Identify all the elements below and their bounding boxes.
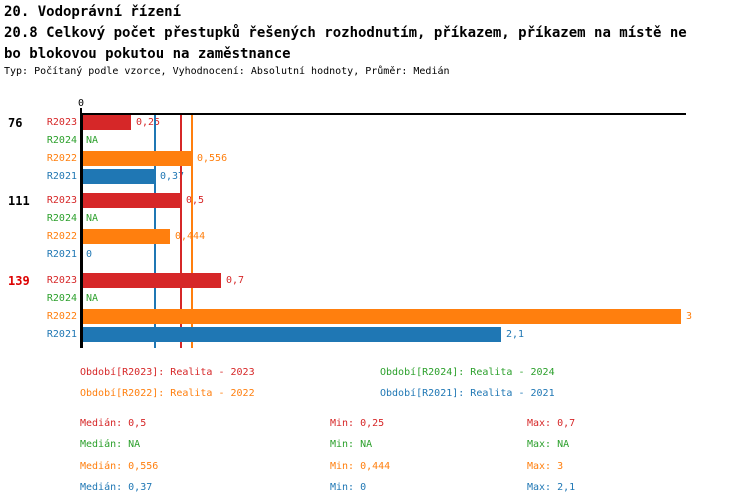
chart-meta: Typ: Počítaný podle vzorce, Vyhodnocení:… bbox=[4, 66, 450, 77]
bar-r2021 bbox=[83, 327, 501, 342]
y-axis-line bbox=[80, 113, 83, 348]
series-label-r2024: R2024 bbox=[46, 213, 77, 224]
bar-r2023 bbox=[83, 273, 221, 288]
bar-value-label: 0,37 bbox=[160, 171, 185, 182]
legend-item-r2024: Období[R2024]: Realita - 2024 bbox=[380, 367, 555, 378]
legend-item-r2022: Období[R2022]: Realita - 2022 bbox=[80, 388, 255, 399]
series-label-r2022: R2022 bbox=[46, 153, 77, 164]
series-label-r2021: R2021 bbox=[46, 171, 77, 182]
bar-value-label: 0,7 bbox=[226, 275, 245, 286]
group-label-111: 111 bbox=[8, 194, 30, 208]
series-label-r2024: R2024 bbox=[46, 293, 77, 304]
series-label-r2022: R2022 bbox=[46, 311, 77, 322]
bar-value-label: NA bbox=[86, 293, 99, 304]
bar-value-label: NA bbox=[86, 135, 99, 146]
chart-title-line1: 20.8 Celkový počet přestupků řešených ro… bbox=[4, 25, 687, 41]
median-line-r2023 bbox=[180, 114, 182, 348]
stat-max-r2024: Max: NA bbox=[527, 439, 570, 450]
series-label-r2024: R2024 bbox=[46, 135, 77, 146]
x-axis-line bbox=[80, 113, 686, 115]
bar-value-label: 2,1 bbox=[506, 329, 525, 340]
chart-title-line2: bo blokovou pokutou na zaměstnance bbox=[4, 46, 291, 62]
x-axis-tick-mark bbox=[80, 108, 82, 113]
group-label-76: 76 bbox=[8, 116, 23, 130]
series-label-r2022: R2022 bbox=[46, 231, 77, 242]
legend-item-r2021: Období[R2021]: Realita - 2021 bbox=[380, 388, 555, 399]
stat-min-r2022: Min: 0,444 bbox=[330, 461, 391, 472]
stat-max-r2021: Max: 2,1 bbox=[527, 482, 576, 493]
bar-r2022 bbox=[83, 151, 192, 166]
stat-median-r2023: Medián: 0,5 bbox=[80, 418, 147, 429]
series-label-r2023: R2023 bbox=[46, 117, 77, 128]
stat-min-r2024: Min: NA bbox=[330, 439, 373, 450]
stat-min-r2023: Min: 0,25 bbox=[330, 418, 385, 429]
x-axis-zero-tick-label: 0 bbox=[77, 98, 85, 109]
stat-max-r2023: Max: 0,7 bbox=[527, 418, 576, 429]
bar-r2022 bbox=[83, 229, 170, 244]
series-label-r2021: R2021 bbox=[46, 249, 77, 260]
series-label-r2023: R2023 bbox=[46, 275, 77, 286]
legend-item-r2023: Období[R2023]: Realita - 2023 bbox=[80, 367, 255, 378]
bar-value-label: NA bbox=[86, 213, 99, 224]
bar-value-label: 3 bbox=[686, 311, 693, 322]
bar-value-label: 0,5 bbox=[186, 195, 205, 206]
bar-r2023 bbox=[83, 193, 181, 208]
stat-median-r2024: Medián: NA bbox=[80, 439, 141, 450]
series-label-r2023: R2023 bbox=[46, 195, 77, 206]
bar-value-label: 0,444 bbox=[175, 231, 206, 242]
median-line-r2022 bbox=[191, 114, 194, 348]
bar-value-label: 0,556 bbox=[197, 153, 228, 164]
bar-r2021 bbox=[83, 169, 155, 184]
stat-max-r2022: Max: 3 bbox=[527, 461, 564, 472]
bar-r2023 bbox=[83, 115, 131, 130]
stat-min-r2021: Min: 0 bbox=[330, 482, 367, 493]
bar-r2022 bbox=[83, 309, 681, 324]
section-title: 20. Vodoprávní řízení bbox=[4, 4, 182, 20]
bar-value-label: 0,25 bbox=[136, 117, 161, 128]
series-label-r2021: R2021 bbox=[46, 329, 77, 340]
bar-value-label: 0 bbox=[86, 249, 93, 260]
stat-median-r2021: Medián: 0,37 bbox=[80, 482, 153, 493]
group-label-139: 139 bbox=[8, 274, 30, 288]
stat-median-r2022: Medián: 0,556 bbox=[80, 461, 159, 472]
